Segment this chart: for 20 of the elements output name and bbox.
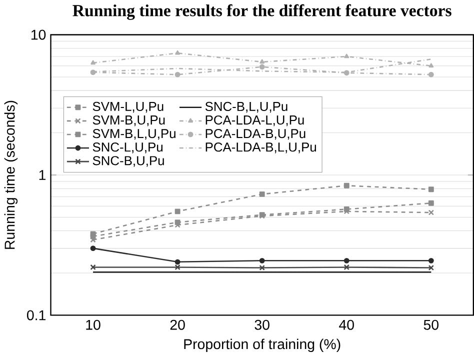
- legend-label: SVM-B,L,U,Pu: [92, 128, 176, 140]
- y-axis-title: Running time (seconds): [4, 100, 18, 249]
- legend-label: SVM-L,U,Pu: [92, 102, 164, 112]
- x-tick-label: 50: [424, 320, 438, 330]
- legend-label: SNC-B,L,U,Pu: [205, 102, 288, 112]
- y-tick-label: 0.1: [26, 310, 46, 320]
- x-tick-label: 40: [339, 320, 354, 330]
- x-axis-title: Proportion of training (%): [184, 338, 340, 352]
- legend-label: SNC-B,U,Pu: [92, 156, 164, 167]
- x-tick-label: 20: [170, 320, 185, 330]
- legend-label: SVM-B,U,Pu: [92, 115, 165, 126]
- legend-label: PCA-LDA-B,U,Pu: [206, 128, 306, 140]
- legend-label: SNC-L,U,Pu: [92, 142, 162, 154]
- y-tick-label: 1: [39, 170, 46, 180]
- x-tick-label: 30: [254, 320, 270, 330]
- legend-label: PCA-LDA-B,L,U,Pu: [206, 142, 316, 154]
- legend-label: PCA-LDA-L,U,Pu: [206, 115, 304, 126]
- x-tick-label: 10: [86, 320, 100, 330]
- y-tick-label: 10: [31, 30, 46, 40]
- chart-title: Running time results for the different feature vectors: [72, 4, 452, 20]
